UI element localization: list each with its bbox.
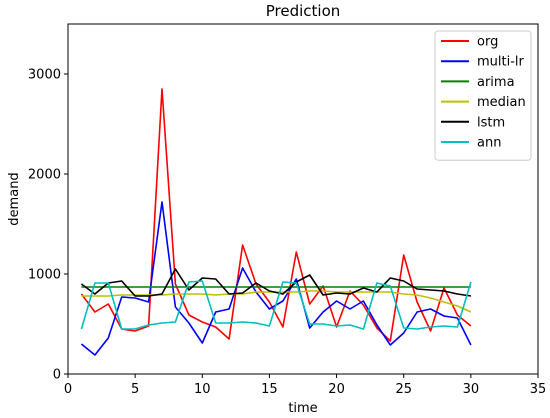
x-tick-label: 5	[131, 382, 139, 397]
chart-title: Prediction	[266, 2, 341, 20]
legend-label-median: median	[477, 95, 526, 110]
series-line-multi-lr	[80, 201, 472, 356]
legend: org multi-lr arima median lstm ann	[434, 30, 532, 161]
y-tick-label: 3000	[28, 68, 61, 83]
x-tick-label: 15	[261, 382, 278, 397]
series-line-org	[80, 88, 472, 342]
series-line-ann	[80, 280, 472, 330]
y-tick-label: 1000	[28, 268, 61, 283]
legend-label-org: org	[477, 35, 498, 50]
y-tick-label: 0	[53, 368, 61, 383]
series-line-lstm	[80, 268, 472, 297]
y-axis-label: demand	[7, 172, 22, 225]
legend-label-arima: arima	[477, 75, 515, 90]
x-tick-label: 20	[328, 382, 345, 397]
axis-ticks: 0 5 10 15 20 25 30 35 0 1000 2000 3000	[28, 68, 546, 398]
legend-label-multi-lr: multi-lr	[477, 55, 525, 70]
y-tick-label: 2000	[28, 168, 61, 183]
plot-frame	[67, 23, 539, 375]
x-tick-label: 35	[530, 382, 547, 397]
x-tick-label: 0	[64, 382, 72, 397]
legend-label-ann: ann	[477, 136, 501, 151]
plot-area	[80, 88, 472, 356]
x-axis-label: time	[288, 401, 317, 416]
legend-frame	[434, 30, 532, 161]
x-tick-label: 10	[194, 382, 211, 397]
x-tick-label: 30	[463, 382, 480, 397]
legend-label-lstm: lstm	[477, 115, 505, 130]
x-tick-label: 25	[395, 382, 412, 397]
